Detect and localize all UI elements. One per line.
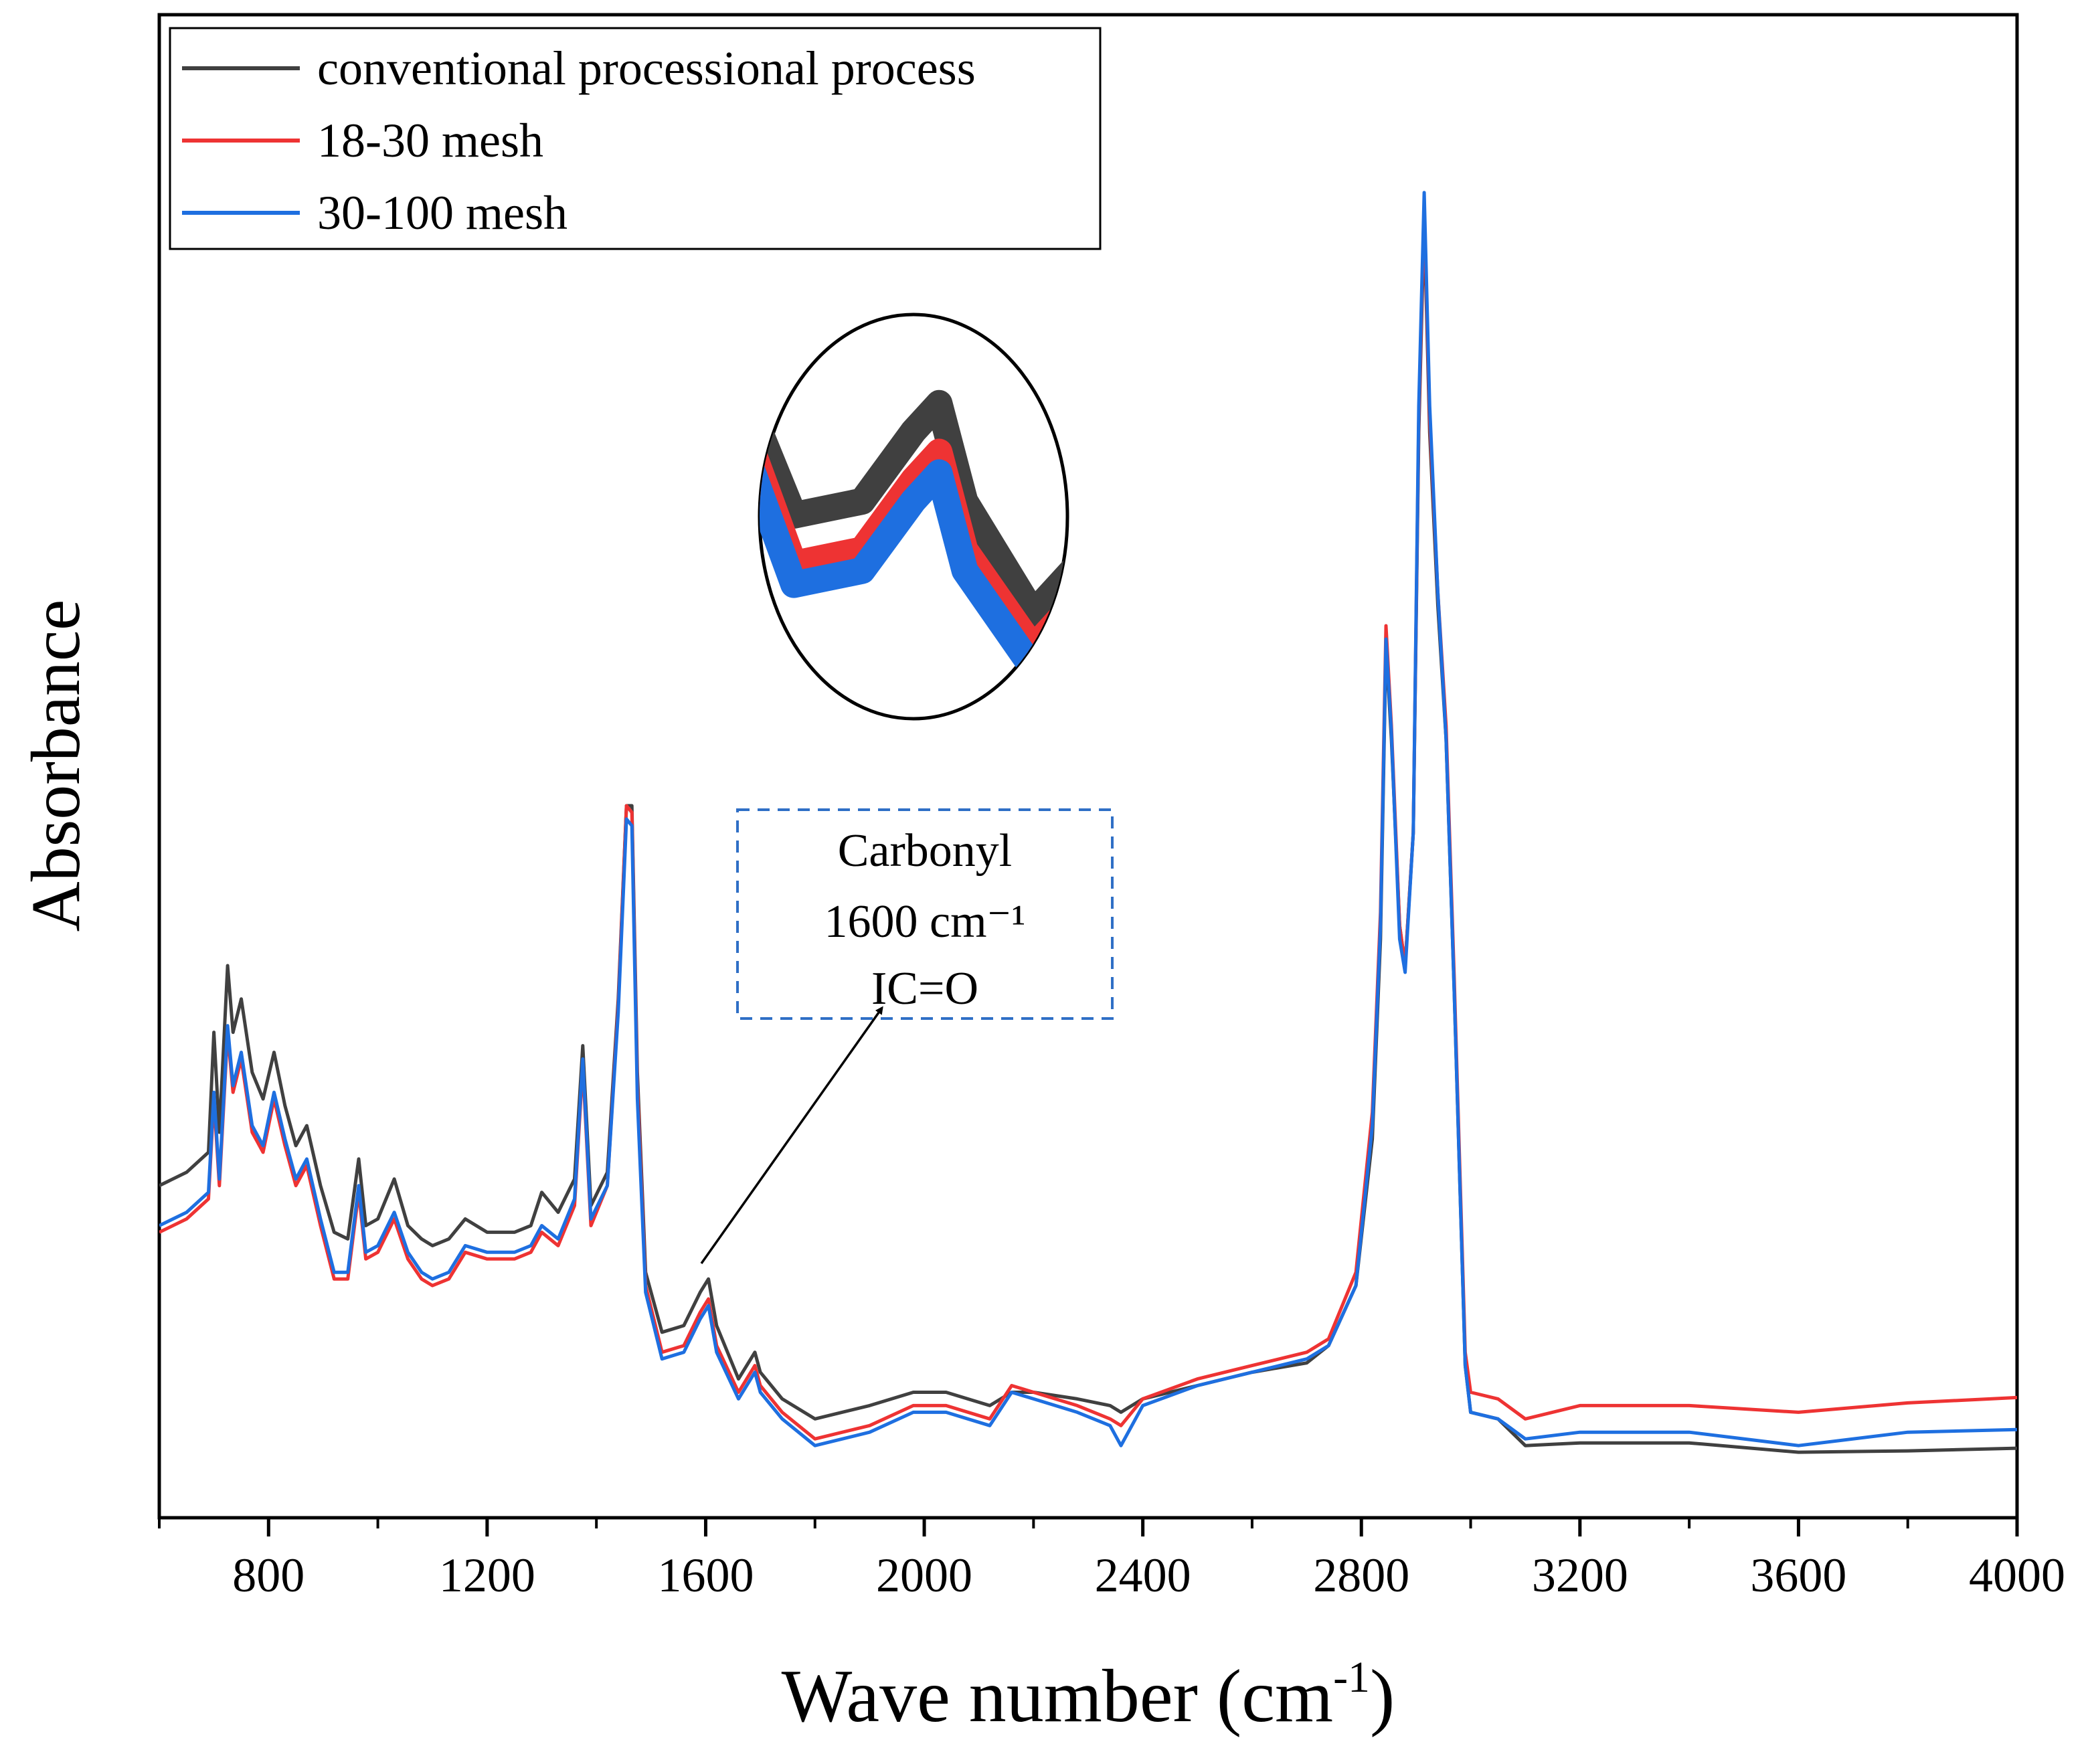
x-axis-title-close: ) [1370,1655,1395,1738]
series-line-3 [159,191,2017,1447]
annotation-box [736,808,1114,1020]
x-tick-label: 2400 [1095,1549,1191,1602]
series-line-1 [159,217,2017,1454]
x-tick-label: 800 [232,1549,304,1602]
legend-label: conventional processional process [317,41,976,95]
series-line-2 [159,204,2017,1441]
inset-series-line-3 [760,431,1067,683]
x-tick-label: 2000 [876,1549,972,1602]
annotation-line-1: Carbonyl [838,825,1013,877]
legend-label: 30-100 mesh [317,186,568,240]
x-axis-title-superscript: -1 [1333,1653,1370,1702]
annotation-line-3: IC=O [871,963,978,1015]
series-group [159,191,2017,1454]
inset-series-line-2 [760,410,1067,662]
x-axis-title-main: Wave number (cm [782,1655,1333,1738]
legend: conventional processional process 18-30 m… [169,27,1102,250]
x-tick-label: 1600 [657,1549,754,1602]
carbonyl-annotation: Carbonyl 1600 cm⁻¹ IC=O [700,808,1114,1265]
x-tick-label: 3200 [1532,1549,1628,1602]
x-tick-label: 2800 [1313,1549,1409,1602]
x-tick-label: 1200 [439,1549,535,1602]
x-tick-label: 4000 [1969,1549,2065,1602]
legend-label: 18-30 mesh [317,114,543,167]
x-axis-title: Wave number (cm-1) [782,1653,1395,1738]
x-tick-label: 3600 [1750,1549,1846,1602]
plot-frame [157,13,2019,1520]
x-axis-ticks: 800 1200 1600 2000 2400 2800 3200 3600 4000 [158,1518,2065,1602]
y-axis-title: Absorbance [17,600,94,932]
legend-box [169,27,1102,250]
inset-magnifier [758,313,1069,721]
annotation-arrow [700,1006,883,1265]
annotation-line-2: 1600 cm⁻¹ [824,896,1026,948]
inset-series-line-1 [760,375,1067,627]
